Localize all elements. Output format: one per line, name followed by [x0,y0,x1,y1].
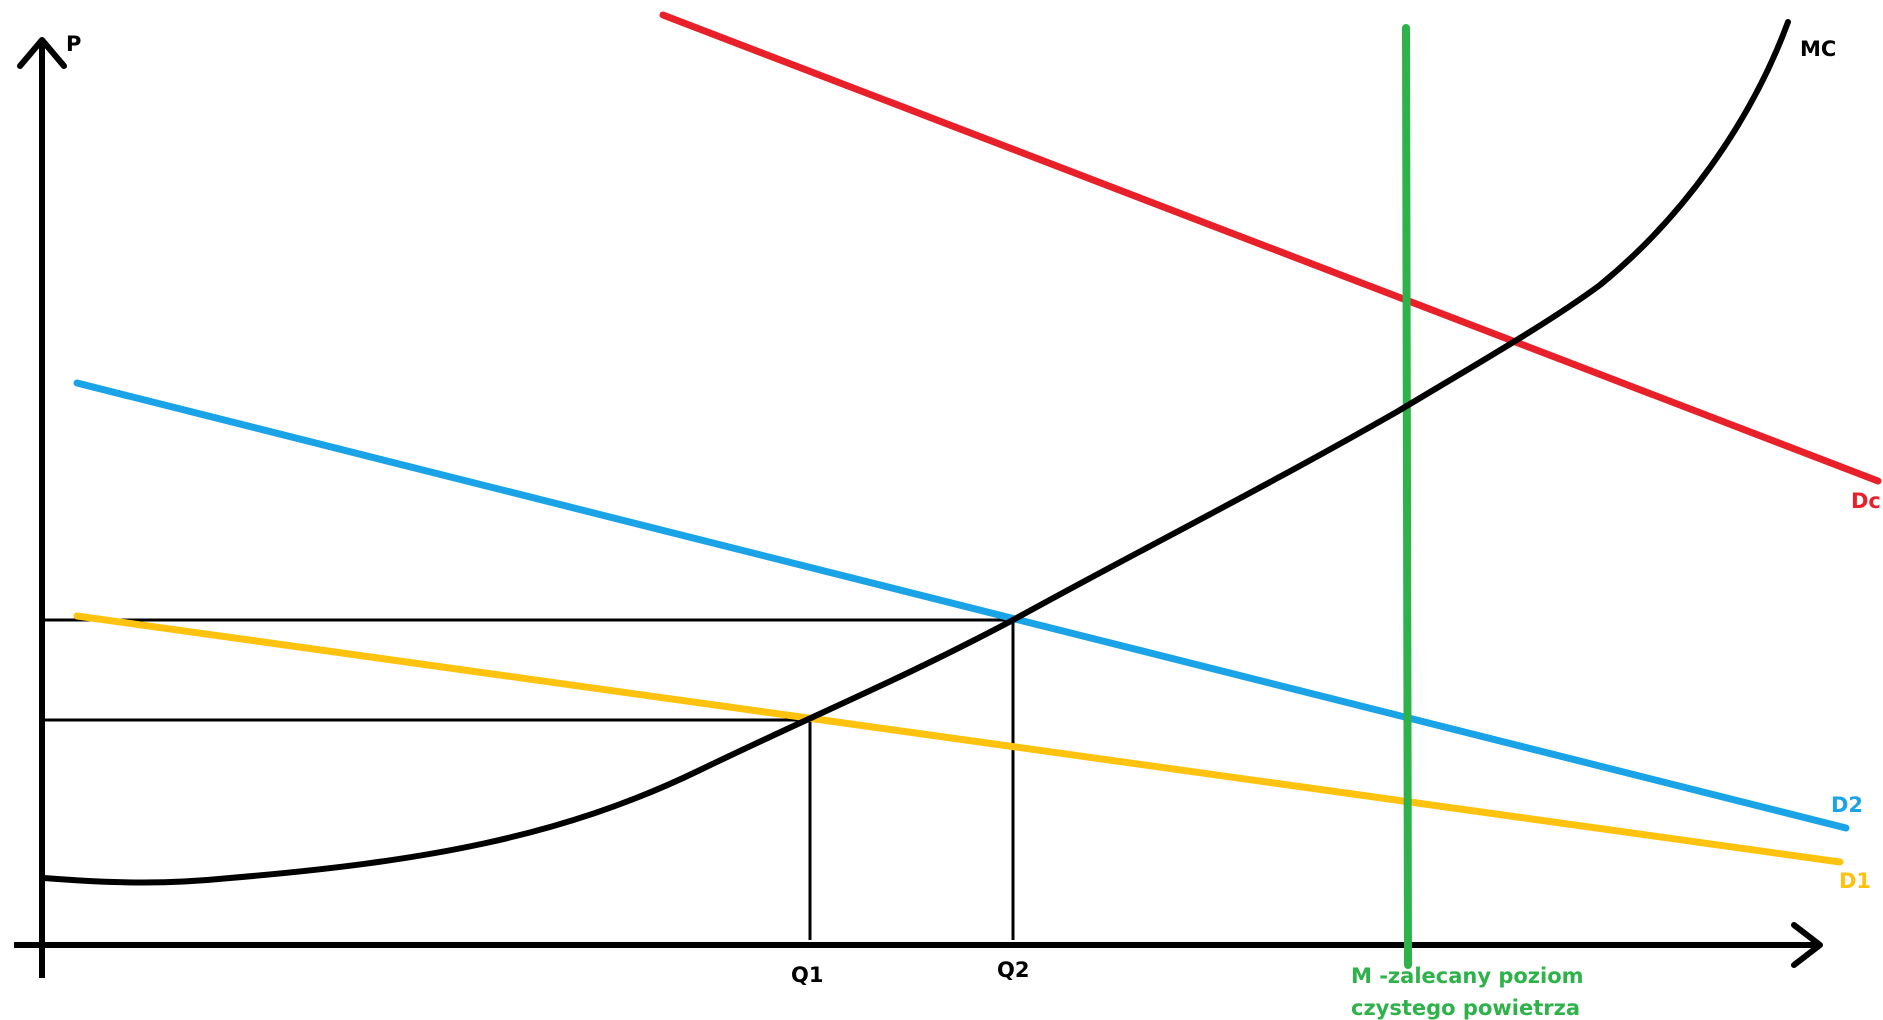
y-axis-label: P [66,32,81,56]
label-dc: Dc [1851,489,1881,513]
x-axis-arrowhead [1791,922,1823,968]
curve-mc [41,19,1791,886]
y-axis-arrowhead [17,37,67,69]
label-d2: D2 [1831,793,1863,817]
curve-dc [659,11,1882,485]
tick-label-q1: Q1 [791,963,823,987]
label-d1: D1 [1839,869,1871,893]
curve-d1 [73,612,1844,866]
annotation-m-line2: czystego powietrza [1351,996,1580,1020]
label-mc: MC [1800,37,1836,61]
line-m [1402,24,1412,969]
guide-lines [42,618,1015,940]
annotation-m-line1: M -zalecany poziom [1351,964,1584,988]
curve-d2 [73,379,1850,832]
axes [14,37,1823,978]
tick-label-q2: Q2 [997,958,1029,982]
